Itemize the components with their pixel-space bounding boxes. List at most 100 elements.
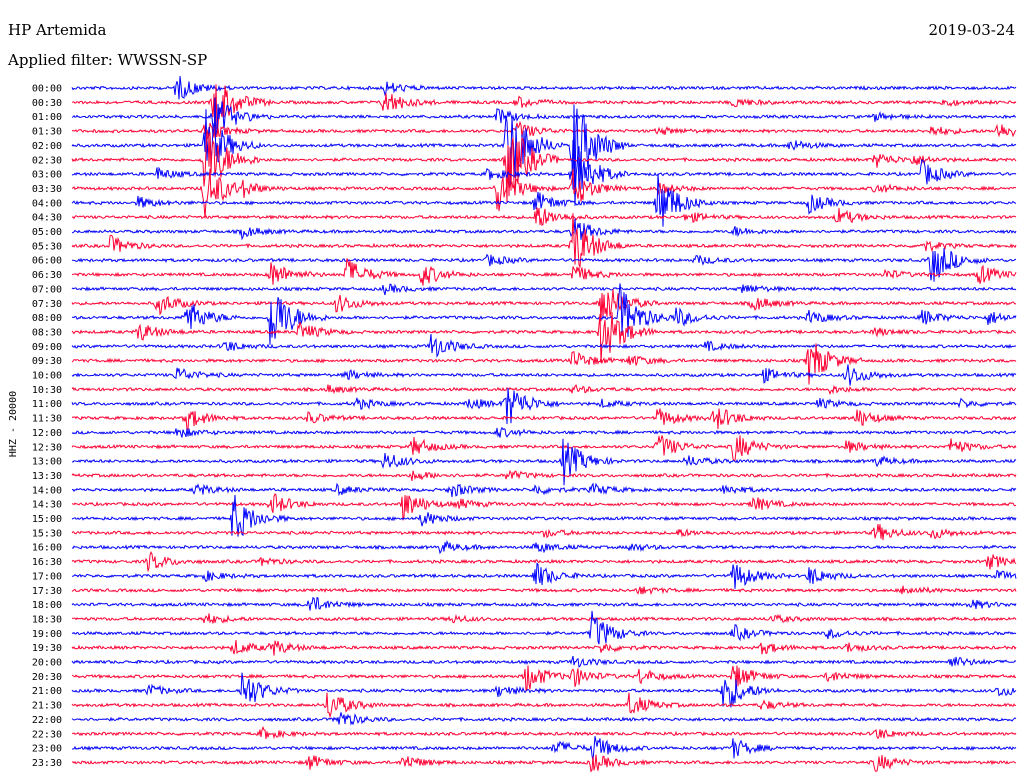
time-label: 01:30 xyxy=(32,127,62,138)
time-label: 17:00 xyxy=(32,571,62,582)
trace-line xyxy=(71,550,1017,572)
time-label: 14:30 xyxy=(32,500,62,511)
trace-line xyxy=(71,97,1017,138)
time-label: 07:00 xyxy=(32,284,62,295)
time-label: 09:30 xyxy=(32,356,62,367)
time-label: 13:30 xyxy=(32,471,62,482)
trace-line xyxy=(71,333,1017,358)
trace-line xyxy=(71,655,1017,668)
time-label: 11:00 xyxy=(32,399,62,410)
time-label: 03:00 xyxy=(32,170,62,181)
trace-line xyxy=(71,213,1017,269)
trace-line xyxy=(71,539,1017,555)
trace-line xyxy=(71,493,1017,521)
time-label: 06:00 xyxy=(32,256,62,267)
trace-line xyxy=(71,120,1017,140)
time-label: 10:00 xyxy=(32,371,62,382)
time-label: 08:00 xyxy=(32,313,62,324)
time-label: 03:30 xyxy=(32,184,62,195)
time-label: 21:00 xyxy=(32,686,62,697)
time-label: 12:00 xyxy=(32,428,62,439)
trace-line xyxy=(72,562,1017,589)
time-label: 08:30 xyxy=(32,327,62,338)
filter-label: Applied filter: WWSSN-SP xyxy=(8,51,208,69)
time-label: 00:30 xyxy=(32,98,62,109)
trace-line xyxy=(71,482,1017,498)
trace-line xyxy=(71,712,1017,726)
trace-line xyxy=(71,364,1017,386)
time-label: 04:30 xyxy=(32,213,62,224)
trace-line xyxy=(71,754,1016,773)
trace-line xyxy=(71,248,1017,282)
time-label: 10:30 xyxy=(32,385,62,396)
trace-line xyxy=(71,610,1017,645)
trace-line xyxy=(71,168,1017,219)
time-label: 18:30 xyxy=(32,614,62,625)
station-title: HP Artemida xyxy=(8,21,107,39)
trace-line xyxy=(71,692,1017,719)
time-label: 02:30 xyxy=(32,155,62,166)
time-label: 02:00 xyxy=(32,141,62,152)
time-label: 05:00 xyxy=(32,227,62,238)
trace-line xyxy=(72,736,1017,762)
time-label: 15:00 xyxy=(32,514,62,525)
trace-line xyxy=(71,438,1017,486)
time-label: 16:00 xyxy=(32,543,62,554)
time-label: 22:30 xyxy=(32,729,62,740)
time-label: 19:00 xyxy=(32,629,62,640)
time-label: 01:00 xyxy=(32,112,62,123)
trace-line xyxy=(71,173,1017,227)
trace-line xyxy=(71,640,1017,656)
trace-line xyxy=(71,76,1017,100)
trace-group xyxy=(71,76,1017,773)
time-label: 22:00 xyxy=(32,715,62,726)
trace-line xyxy=(71,524,1017,541)
time-label: 14:00 xyxy=(32,485,62,496)
time-label: 09:00 xyxy=(32,342,62,353)
trace-line xyxy=(71,343,1017,385)
trace-line xyxy=(71,408,1017,432)
time-label: 11:30 xyxy=(32,414,62,425)
trace-line xyxy=(71,585,1017,596)
trace-line xyxy=(71,289,1017,322)
time-label: 12:30 xyxy=(32,442,62,453)
time-label: 07:30 xyxy=(32,299,62,310)
trace-line xyxy=(71,139,1017,206)
trace-line xyxy=(71,725,1017,740)
time-label: 15:30 xyxy=(32,528,62,539)
trace-line xyxy=(71,426,1017,438)
trace-line xyxy=(71,207,1017,227)
trace-line xyxy=(71,283,1017,296)
trace-line xyxy=(71,283,1017,345)
time-label: 20:30 xyxy=(32,672,62,683)
channel-label: HHZ - 20000 xyxy=(8,391,19,457)
time-label: 23:30 xyxy=(32,758,62,769)
trace-line xyxy=(71,665,1017,692)
trace-line xyxy=(71,312,1017,363)
time-label: 16:30 xyxy=(32,557,62,568)
trace-line xyxy=(71,129,1017,203)
trace-line xyxy=(71,387,1017,425)
time-label: 19:30 xyxy=(32,643,62,654)
time-label: 06:30 xyxy=(32,270,62,281)
trace-line xyxy=(72,613,1017,624)
time-label: 20:00 xyxy=(32,658,62,669)
trace-line xyxy=(71,435,1017,462)
trace-line xyxy=(71,469,1017,481)
time-label: 04:00 xyxy=(32,198,62,209)
trace-line xyxy=(71,672,1017,708)
trace-line xyxy=(71,218,1017,241)
record-date: 2019-03-24 xyxy=(928,21,1015,39)
time-label: 21:30 xyxy=(32,701,62,712)
time-label: 05:30 xyxy=(32,241,62,252)
time-label: 13:00 xyxy=(32,457,62,468)
time-label: 00:00 xyxy=(32,84,62,95)
time-label: 18:00 xyxy=(32,600,62,611)
trace-line xyxy=(71,494,1017,537)
time-label: 17:30 xyxy=(32,586,62,597)
time-label: 23:00 xyxy=(32,744,62,755)
trace-line xyxy=(71,597,1017,611)
trace-line xyxy=(71,104,1017,190)
